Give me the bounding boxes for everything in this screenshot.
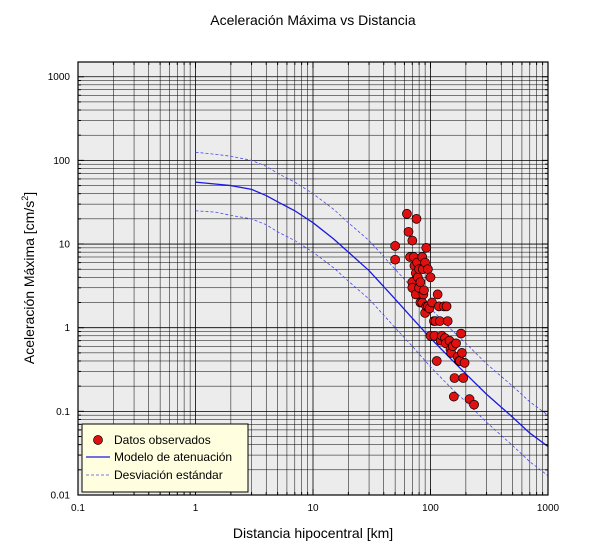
data-point — [448, 391, 459, 402]
data-point — [451, 338, 461, 349]
data-point — [407, 235, 418, 246]
legend-label-observed: Datos observados — [114, 433, 211, 447]
data-point — [415, 277, 426, 288]
x-tick-label: 0.1 — [71, 503, 85, 514]
data-point — [411, 214, 422, 224]
data-point — [459, 358, 470, 368]
legend-point-marker — [93, 435, 103, 445]
x-tick-label: 100 — [422, 503, 439, 514]
data-point — [419, 285, 429, 296]
standard-deviation-line — [195, 151, 549, 416]
x-tick-label: 10 — [307, 503, 319, 514]
data-point — [425, 272, 436, 283]
y-axis-label: Aceleración Máxima [cm/s2] — [20, 192, 37, 364]
chart-title: Aceleración Máxima vs Distancia — [210, 12, 416, 28]
legend-label-model: Modelo de atenuación — [114, 450, 232, 464]
y-tick-label: 0.01 — [51, 491, 71, 502]
data-points — [390, 208, 479, 410]
data-point — [423, 264, 433, 275]
data-point — [390, 241, 400, 251]
data-point — [449, 373, 460, 383]
series-lines — [195, 151, 549, 477]
x-tick-label: 1000 — [537, 503, 560, 514]
data-point — [441, 301, 452, 312]
y-tick-label: 0.1 — [56, 407, 70, 418]
data-point — [390, 254, 400, 265]
data-point — [431, 356, 442, 366]
data-point — [457, 348, 467, 358]
data-point — [421, 243, 432, 253]
y-tick-label: 100 — [53, 156, 70, 167]
y-tick-label: 1 — [64, 323, 70, 334]
x-tick-label: 1 — [193, 503, 199, 514]
y-tick-label: 10 — [59, 240, 71, 251]
grid — [77, 62, 548, 496]
x-axis-label: Distancia hipocentral [km] — [233, 525, 393, 541]
data-point — [442, 316, 453, 326]
data-point — [402, 208, 412, 219]
legend: Datos observados Modelo de atenuación De… — [81, 423, 249, 493]
data-point — [469, 399, 479, 410]
data-point — [458, 373, 469, 383]
standard-deviation-line — [195, 210, 549, 477]
data-point — [456, 328, 466, 339]
data-point — [403, 226, 414, 237]
legend-label-deviation: Desviación estándar — [114, 468, 223, 482]
attenuation-model-line — [195, 181, 549, 448]
legend-box — [81, 423, 249, 493]
data-point — [432, 289, 443, 300]
y-tick-label: 1000 — [48, 72, 71, 83]
